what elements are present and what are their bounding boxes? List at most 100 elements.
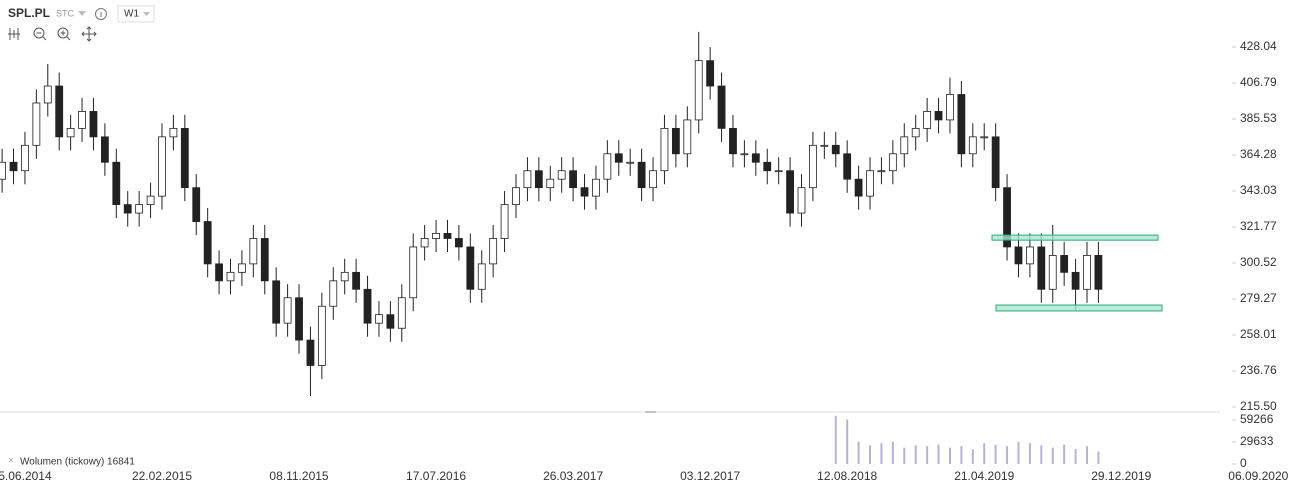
candle-body (43, 85, 52, 104)
candle-body (169, 127, 178, 138)
x-tick-label: 03.12.2017 (680, 469, 740, 483)
candle-body (968, 136, 977, 155)
y-tick-label: 428.04 (1240, 39, 1277, 53)
candle-body (683, 119, 692, 155)
candle-body (957, 94, 966, 155)
volume-bar (1063, 444, 1066, 464)
candle-body (740, 153, 749, 156)
volume-tick-label: 0 (1240, 456, 1247, 470)
candle-body (831, 144, 840, 155)
candle-body (386, 314, 395, 329)
candle-body (317, 305, 326, 366)
candle-body (432, 232, 440, 239)
toolbar (8, 26, 97, 42)
candle-body (340, 271, 349, 282)
candle-body (843, 153, 852, 180)
volume-bar (834, 415, 837, 464)
candle-body (557, 170, 566, 180)
volume-bar (983, 443, 986, 464)
candle-body (934, 111, 943, 121)
volume-bar (1051, 447, 1054, 464)
volume-tick-label: 29633 (1240, 434, 1274, 448)
volume-tick-label: 59266 (1240, 412, 1274, 426)
candle-body (466, 246, 475, 290)
close-icon[interactable]: × (8, 456, 14, 467)
candle-body (763, 161, 772, 172)
candle-body (603, 153, 612, 180)
volume-bar (960, 446, 963, 464)
volume-bar (914, 445, 917, 464)
x-tick-label: 08.11.2015 (269, 469, 328, 483)
y-tick-label: 236.76 (1240, 363, 1277, 377)
candle-body (797, 187, 806, 214)
candle-body (272, 280, 281, 324)
volume-bar (1006, 446, 1009, 464)
candle-tool[interactable] (8, 28, 20, 40)
volume-bar (948, 447, 951, 464)
candle-body (854, 178, 863, 197)
dropdown-arrow[interactable] (78, 11, 86, 16)
zoom-out[interactable] (33, 27, 45, 39)
candle-body (660, 127, 669, 172)
y-tick-label: 385.53 (1240, 111, 1277, 125)
candle-body (512, 187, 520, 206)
timeframe: W1 (124, 9, 139, 20)
candle-body (203, 221, 212, 265)
y-tick-label: 321.77 (1240, 219, 1277, 233)
symbol: SPL.PL (8, 6, 50, 20)
info-icon[interactable] (95, 8, 107, 20)
x-tick-label: 5.06.2014 (0, 469, 52, 483)
candle-body (694, 60, 703, 121)
candle-body (500, 204, 509, 239)
candle-body (0, 161, 7, 180)
zoom-in[interactable] (57, 27, 69, 39)
volume-bar (1040, 445, 1043, 464)
volume-bar (1028, 443, 1031, 464)
candle-body (9, 161, 18, 172)
candle-body (89, 111, 98, 138)
candle-body (443, 232, 452, 239)
volume-bar (1074, 449, 1077, 464)
candle-body (592, 178, 600, 197)
candle-body (21, 144, 29, 172)
candle-body (534, 170, 543, 189)
candle-body (980, 136, 989, 139)
candle-body (306, 339, 315, 366)
candle-body (78, 111, 86, 129)
x-tick-label: 29.12.2019 (1091, 469, 1151, 483)
volume-bar (926, 446, 929, 464)
candle-body (614, 153, 623, 163)
candle-body (112, 161, 121, 206)
candle-body (489, 238, 498, 265)
candle-body (888, 153, 897, 172)
volume-bar (1017, 441, 1020, 464)
x-tick-label: 06.09.2020 (1228, 469, 1288, 483)
candle-body (809, 144, 817, 189)
price-zone (991, 234, 1159, 241)
candle-body (477, 263, 486, 290)
y-tick-label: 279.27 (1240, 291, 1277, 305)
candle-body (260, 238, 269, 282)
y-tick-label: 406.79 (1240, 75, 1277, 89)
volume-bar (994, 444, 997, 464)
candle-body (1003, 187, 1011, 248)
pan-tool[interactable] (81, 26, 97, 42)
candle-body (32, 102, 41, 146)
candle-body (283, 297, 292, 324)
candle-body (215, 263, 223, 282)
candle-body (55, 85, 64, 138)
candle-body (1048, 255, 1057, 290)
dropdown-arrow (143, 12, 150, 16)
price-zone (995, 304, 1163, 312)
candle-body (363, 288, 372, 324)
candle-body (192, 187, 201, 222)
candle-body (751, 153, 760, 163)
volume-bar (1097, 451, 1100, 464)
candle-body (671, 127, 680, 155)
y-tick-label: 343.03 (1240, 183, 1277, 197)
timeframe-box[interactable] (117, 5, 155, 23)
candle-body (991, 136, 1000, 189)
volume-label: Wolumen (tickowy) 16841 (20, 457, 135, 468)
candle-body (409, 246, 418, 299)
candle-body (1083, 255, 1091, 290)
